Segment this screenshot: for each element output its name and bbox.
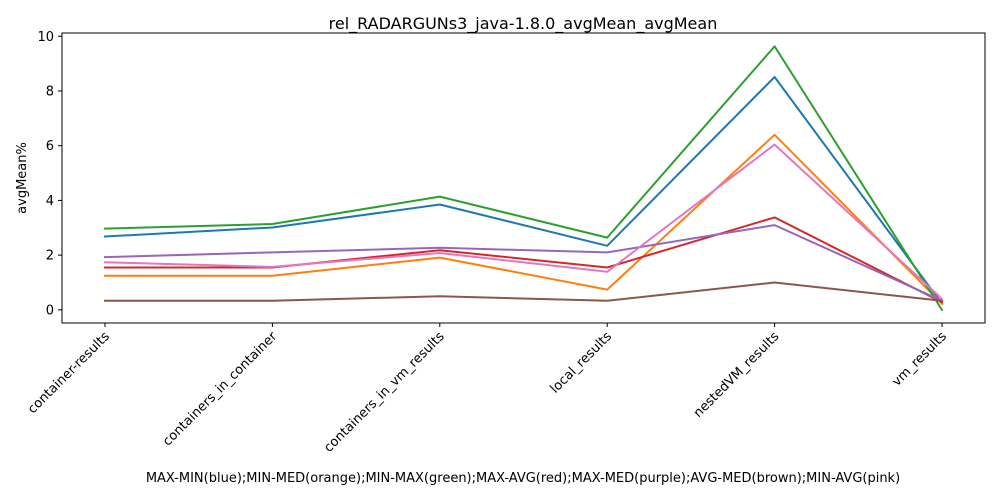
y-axis: 0 2 4 6 8 10 [37,30,62,318]
x-tick-label: vm_results [889,329,950,390]
series-line-3 [103,45,944,312]
y-tick-label: 10 [37,30,54,45]
plot-area [103,45,944,312]
series-line-1 [103,76,944,306]
x-tick-label: containers_in_vm_results [321,329,447,455]
series-line-4 [104,216,944,304]
x-tick-label: nestedVM_results [691,329,783,421]
y-axis-label: avgMean% [15,142,30,214]
x-tick-label: containers_in_container [160,329,281,450]
y-tick-label: 2 [46,249,54,264]
plot-frame [61,32,986,324]
series-line-2 [104,133,944,306]
x-axis: container-results containers_in_container… [25,323,950,456]
y-tick-label: 8 [46,85,54,100]
series-line-7 [103,143,944,301]
series-line-5 [103,224,944,303]
x-axis-label: MAX-MIN(blue);MIN-MED(orange);MIN-MAX(gr… [146,471,900,486]
y-tick-label: 0 [46,303,54,318]
x-tick-label: container-results [25,329,113,417]
y-tick-label: 4 [46,194,54,209]
series-line-6 [104,281,944,302]
x-tick-label: local_results [548,329,616,397]
chart-title: rel_RADARGUNs3_java-1.8.0_avgMean_avgMea… [329,14,718,34]
y-tick-label: 6 [46,139,54,154]
